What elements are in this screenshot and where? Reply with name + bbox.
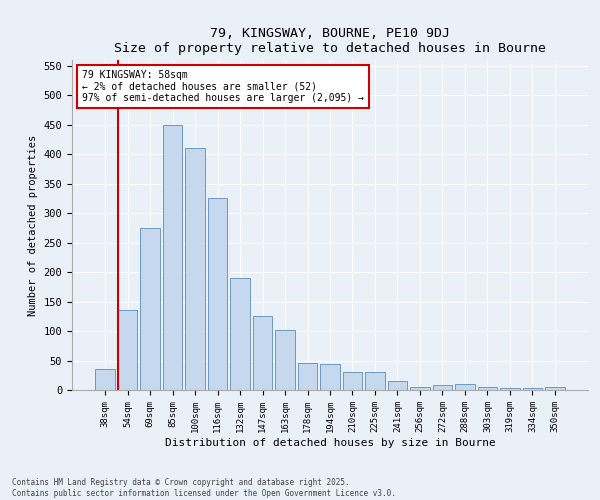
Bar — [320, 364, 340, 390]
Bar — [433, 386, 452, 390]
Bar — [163, 125, 182, 390]
Y-axis label: Number of detached properties: Number of detached properties — [28, 134, 38, 316]
Bar — [478, 387, 497, 390]
Bar — [95, 370, 115, 390]
Bar — [545, 387, 565, 390]
Bar — [230, 278, 250, 390]
Bar — [410, 387, 430, 390]
Text: Contains HM Land Registry data © Crown copyright and database right 2025.
Contai: Contains HM Land Registry data © Crown c… — [12, 478, 396, 498]
Bar — [388, 381, 407, 390]
Bar — [455, 384, 475, 390]
Bar — [140, 228, 160, 390]
Bar — [208, 198, 227, 390]
Bar — [253, 316, 272, 390]
Bar — [298, 363, 317, 390]
Bar — [343, 372, 362, 390]
Bar — [500, 388, 520, 390]
Title: 79, KINGSWAY, BOURNE, PE10 9DJ
Size of property relative to detached houses in B: 79, KINGSWAY, BOURNE, PE10 9DJ Size of p… — [114, 26, 546, 54]
Bar — [275, 330, 295, 390]
X-axis label: Distribution of detached houses by size in Bourne: Distribution of detached houses by size … — [164, 438, 496, 448]
Bar — [185, 148, 205, 390]
Text: 79 KINGSWAY: 58sqm
← 2% of detached houses are smaller (52)
97% of semi-detached: 79 KINGSWAY: 58sqm ← 2% of detached hous… — [82, 70, 364, 103]
Bar — [365, 372, 385, 390]
Bar — [523, 388, 542, 390]
Bar — [118, 310, 137, 390]
